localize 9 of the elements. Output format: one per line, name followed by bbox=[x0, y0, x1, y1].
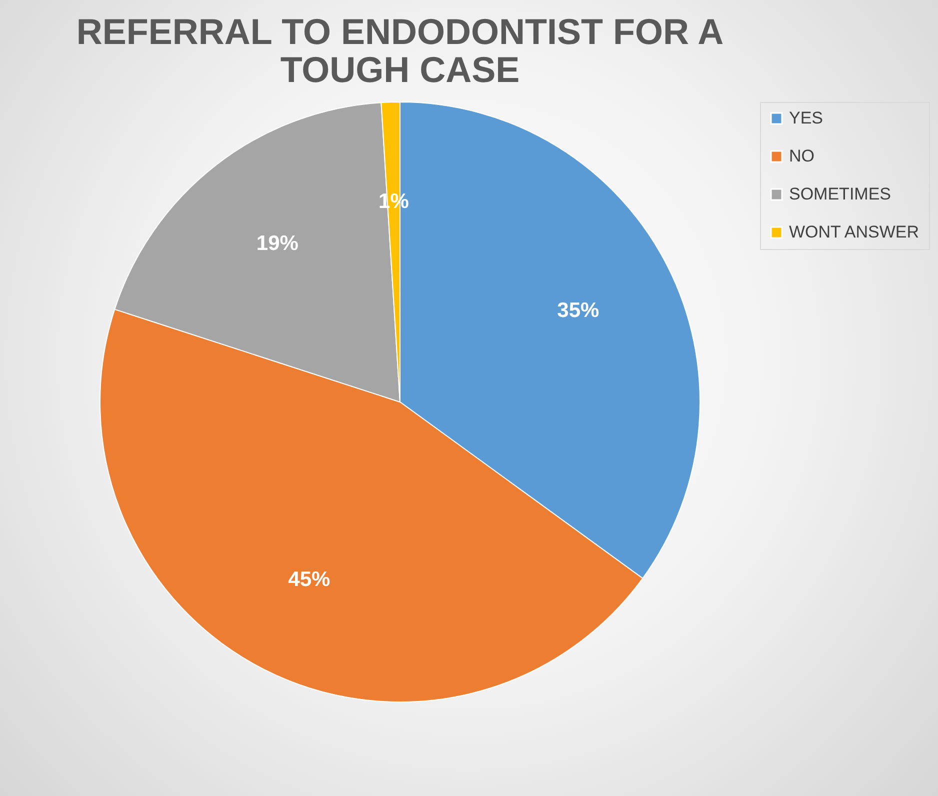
data-label: 45% bbox=[288, 568, 331, 592]
data-label: 19% bbox=[256, 232, 299, 255]
legend-label: SOMETIMES bbox=[789, 184, 892, 204]
data-label: 1% bbox=[378, 190, 410, 214]
legend-label: WONT ANSWER bbox=[789, 222, 920, 242]
legend-label: NO bbox=[789, 146, 814, 166]
chart-title: REFERRAL TO ENDODONTIST FOR A TOUGH CASE bbox=[76, 11, 724, 90]
data-label: 35% bbox=[557, 299, 600, 322]
legend-label: YES bbox=[789, 108, 824, 128]
